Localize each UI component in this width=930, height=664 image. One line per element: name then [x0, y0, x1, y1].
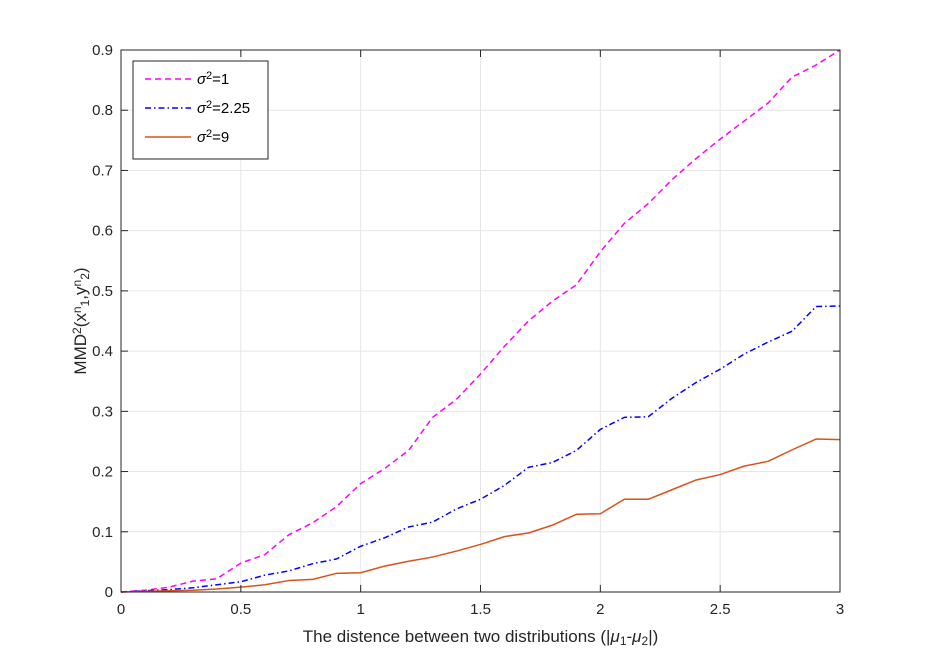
y-tick-label: 0.4 [92, 343, 113, 360]
x-tick-label: 3 [836, 601, 844, 618]
axis-ticks [120, 49, 841, 593]
x-tick-labels: 0 0.5 1 1.5 2 2.5 3 [117, 601, 844, 618]
x-tick-label: 0.5 [230, 601, 251, 618]
x-tick-label: 2.5 [710, 601, 731, 618]
y-tick-label: 0.7 [92, 162, 113, 179]
x-tick-label: 1.5 [470, 601, 491, 618]
y-axis-title: MMD2(xn1,yn2) [70, 267, 92, 374]
legend-label-2: σ2=2.25 [197, 99, 250, 117]
y-tick-label: 0.8 [92, 102, 113, 119]
legend-label-1: σ2=1 [197, 70, 229, 88]
series-line-1 [120, 49, 841, 593]
x-tick-label: 0 [117, 601, 125, 618]
x-tick-label: 2 [596, 601, 604, 618]
legend: σ2=1 σ2=2.25 σ2=9 [132, 60, 269, 160]
legend-box [132, 60, 269, 160]
y-tick-labels: 0 0.1 0.2 0.3 0.4 0.5 0.6 0.7 0.8 0.9 [92, 42, 113, 601]
y-tick-label: 0.5 [92, 283, 113, 300]
y-tick-label: 0 [105, 584, 113, 601]
legend-label-3: σ2=9 [197, 128, 229, 146]
y-tick-label: 0.6 [92, 223, 113, 240]
series-line-2 [120, 305, 841, 593]
y-tick-label: 0.1 [92, 524, 113, 541]
x-tick-label: 1 [356, 601, 364, 618]
y-tick-label: 0.9 [92, 42, 113, 59]
y-tick-label: 0.2 [92, 464, 113, 481]
y-tick-label: 0.3 [92, 403, 113, 420]
x-axis-title: The distence between two distributions (… [303, 627, 659, 648]
